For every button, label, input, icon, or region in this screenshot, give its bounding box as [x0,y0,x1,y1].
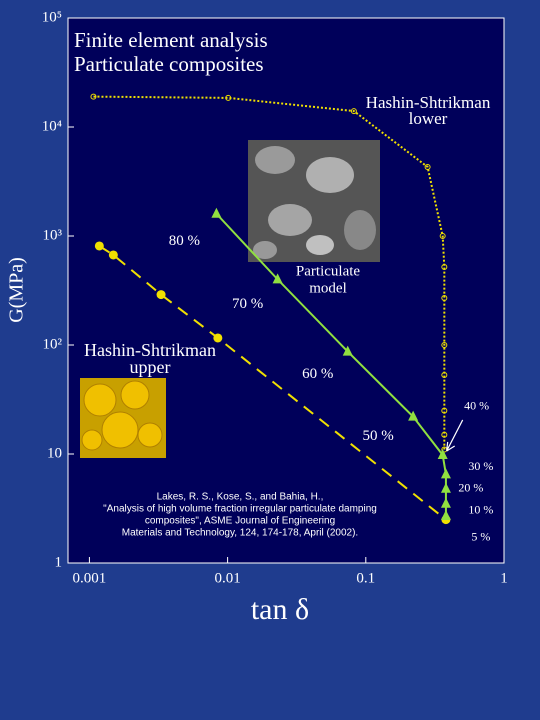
point-label: 80 % [169,233,200,249]
y-tick-label: 10⁵ [42,9,62,25]
marker [441,372,448,379]
series-line [93,95,446,450]
marker [94,241,104,251]
arrow [446,419,464,452]
marker [441,342,448,348]
marker [441,407,448,414]
marker [441,294,448,301]
micrograph [248,140,380,262]
marker [156,290,166,300]
annotation: Lakes, R. S., Kose, S., and Bahia, H., [157,492,324,503]
marker [441,431,448,438]
x-tick-label: 0.01 [214,570,240,586]
marker [350,108,357,115]
x-tick-label: 1 [500,570,508,586]
y-tick-label: 10² [43,336,63,352]
marker [440,497,451,508]
marker [211,207,222,218]
x-axis-label: tan δ [251,593,309,626]
annotation: Materials and Technology, 124, 174-178, … [122,528,358,539]
point-label: 50 % [362,428,393,444]
series-line [98,245,447,521]
marker [424,163,431,170]
annotation: lower [409,109,448,128]
point-label: 5 % [471,530,490,544]
point-label: 70 % [232,296,263,312]
y-tick-label: 10⁴ [42,118,62,134]
marker [440,482,451,493]
marker [90,93,97,100]
plot-area [67,17,505,564]
marker [440,509,451,520]
y-axis-label: G(MPa) [6,257,28,323]
marker [342,345,353,356]
point-label: 20 % [458,480,483,494]
x-tick-label: 0.001 [73,570,107,586]
annotation: upper [130,357,171,377]
chart-title: Finite element analysis [74,28,268,52]
particle-icon [80,378,166,458]
annotation: Hashin-Shtrikman [366,93,491,112]
point-label: 30 % [468,459,493,473]
y-tick-label: 10³ [43,227,63,243]
marker [408,410,419,421]
annotation: Particulate [296,263,360,279]
y-tick-label: 10 [47,445,62,461]
marker [440,468,451,479]
annotation: Hashin-Shtrikman [84,340,216,360]
annotation: composites", ASME Journal of Engineering [145,516,335,527]
point-label: 10 % [468,502,493,516]
x-tick-label: 0.1 [356,570,375,586]
annotation: "Analysis of high volume fraction irregu… [103,504,377,515]
chart-title: Particulate composites [74,52,264,76]
marker [441,263,448,270]
marker [108,250,118,260]
marker [439,233,446,239]
y-tick-label: 1 [55,554,63,570]
annotation: model [309,280,347,296]
marker [272,273,283,284]
point-label: 40 % [464,399,489,413]
marker [437,448,448,459]
marker [225,94,232,101]
point-label: 60 % [302,366,333,382]
marker [213,333,223,343]
